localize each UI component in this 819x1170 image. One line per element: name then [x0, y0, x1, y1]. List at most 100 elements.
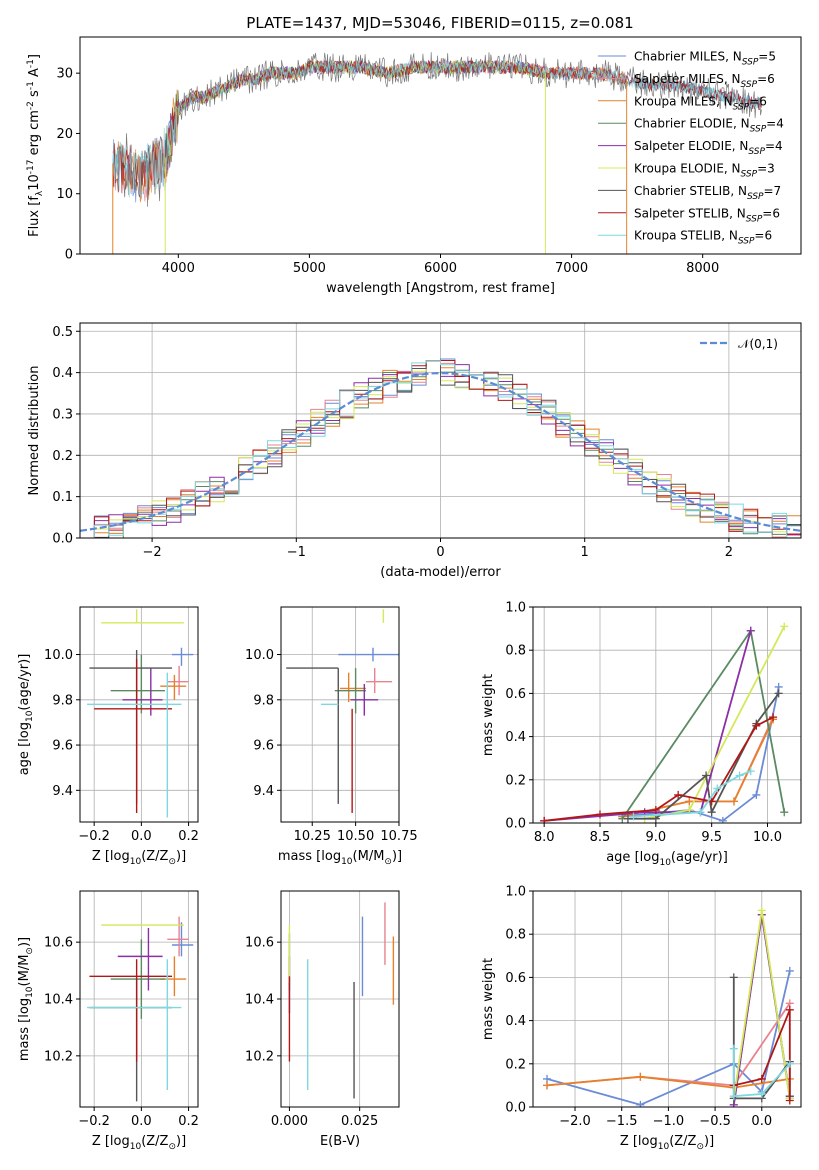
age_vs_mass-ytick-label: 9.6: [253, 739, 274, 754]
errorbar-point: [89, 959, 173, 1062]
errorbar-point: [87, 959, 182, 1090]
age_vs_Z-ytick-label: 9.6: [52, 739, 73, 754]
mass-weight-line: [733, 1009, 791, 1101]
spectrum-legend: Chabrier MILES, NSSP=5 Salpeter MILES, NS…: [598, 50, 784, 247]
mass_weight_vs_age-xtick-label: 9.0: [645, 830, 666, 845]
errorbar-point: [101, 609, 184, 624]
mass_weight_vs_age-xtick-label: 8.5: [590, 830, 611, 845]
mass_vs_Z-panel: −0.2 0.0 0.2 10.2 10.4 10.6: [44, 890, 199, 1129]
spectrum-ytick-label: 0: [65, 248, 73, 263]
mass_weight_vs_Z-ytick-label: 0.4: [505, 1014, 526, 1029]
mass_weight_vs_age-xlabel: age [log10(age/yr)]: [606, 850, 728, 868]
mass_vs_EBV-xtick-label: 0.000: [271, 1114, 308, 1129]
mass_vs_EBV-ytick-label: 10.6: [245, 936, 274, 951]
mass-weight-marker: [774, 689, 783, 698]
spectrum-xlabel: wavelength [Angstrom, rest frame]: [326, 281, 555, 296]
normal-curve: [80, 371, 801, 532]
residuals-frame: [79, 322, 802, 539]
spectrum-xtick-label: 4000: [162, 261, 195, 276]
age_vs_Z-xtick-label: 0.2: [178, 829, 199, 844]
residuals-ytick-label: 0.2: [52, 449, 73, 464]
errorbar-point: [160, 674, 187, 700]
mass_weight_vs_age-ytick-label: 0.8: [505, 644, 526, 659]
mass_weight_vs_Z-ytick-label: 0.2: [505, 1057, 526, 1072]
residuals-xtick-label: −2: [143, 545, 162, 560]
errorbar-point: [366, 668, 393, 693]
mass-weight-marker: [757, 1074, 766, 1083]
residuals-ytick-label: 0.4: [52, 366, 73, 381]
age_vs_mass-ytick-label: 9.4: [253, 784, 274, 799]
errorbar-point: [110, 939, 165, 1019]
mass_vs_Z-ytick-label: 10.2: [44, 1049, 73, 1064]
errorbar-point: [167, 665, 189, 696]
mass_weight_vs_age-ytick-label: 0.2: [505, 773, 526, 788]
legend-label: Chabrier ELODIE, NSSP=4: [634, 117, 784, 135]
mass_weight_vs_Z-frame: [532, 890, 802, 1108]
mass_weight_vs_Z-xtick-label: −1.0: [653, 1114, 685, 1129]
age_vs_Z-xtick-label: −0.2: [78, 829, 110, 844]
mass_vs_Z-ylabel: mass [log10(M/M⊙)]: [17, 937, 35, 1061]
mass_vs_EBV-xlabel: E(B-V): [320, 1134, 360, 1149]
residual-histogram: [80, 360, 801, 538]
errorbar-point: [334, 668, 367, 714]
mass_vs_Z-ytick-label: 10.4: [44, 993, 73, 1008]
mass-weight-marker: [735, 771, 744, 780]
mass-weight-marker: [785, 1005, 794, 1014]
mass-weight-marker: [674, 790, 683, 799]
errorbar-point: [350, 683, 379, 716]
mass-weight-marker: [780, 622, 789, 631]
spectrum-plot-area: [112, 52, 762, 254]
mass_weight_vs_age-panel: 8.0 8.5 9.0 9.5 10.0 0.0 0.2 0.4 0.6 0.8 1.0: [505, 601, 802, 845]
mass_weight_vs_Z-xtick-label: −0.5: [699, 1114, 731, 1129]
mass_weight_vs_Z-panel: −2.0 −1.5 −1.0 −0.5 0.0 0.0 0.2 0.4 0.6 0.8 1.0: [505, 885, 802, 1129]
mass-weight-marker: [543, 1081, 552, 1090]
age_vs_mass-ytick-label: 10.0: [245, 648, 274, 663]
model-spectrum: [112, 60, 762, 198]
mass_weight_vs_Z-xtick-label: 0.0: [751, 1114, 772, 1129]
errorbar-point: [167, 916, 189, 957]
mass_vs_Z-xlabel: Z [log10(Z/Z⊙)]: [92, 1134, 186, 1152]
mass_weight_vs_Z-xlabel: Z [log10(Z/Z⊙)]: [620, 1134, 714, 1152]
errorbar-point: [122, 668, 163, 716]
age_vs_mass-plot-area: [286, 609, 399, 813]
mass_weight_vs_Z-xtick-label: −1.5: [606, 1114, 638, 1129]
residuals-plot-area: [80, 358, 801, 538]
mass_weight_vs_age-xtick-label: 9.5: [701, 830, 722, 845]
mass_vs_EBV-ytick-label: 10.2: [245, 1049, 274, 1064]
mass-weight-marker: [746, 626, 755, 635]
legend-label: Chabrier STELIB, NSSP=7: [634, 184, 781, 202]
mass_weight_vs_Z-xtick-label: −2.0: [559, 1114, 591, 1129]
age_vs_Z-frame: [79, 606, 199, 823]
age_vs_Z-plot-area: [87, 609, 194, 818]
residuals-xtick-label: 2: [725, 545, 733, 560]
mass-weight-marker: [629, 812, 638, 821]
mass_weight_vs_age-xtick-label: 10.0: [753, 830, 782, 845]
mass-weight-marker: [785, 1059, 794, 1068]
mass_weight_vs_age-ytick-label: 1.0: [505, 601, 526, 616]
mass_weight_vs_age-ytick-label: 0.4: [505, 730, 526, 745]
age_vs_Z-ytick-label: 9.8: [52, 693, 73, 708]
mass_weight_vs_Z-plot-area: [543, 906, 794, 1107]
residuals-ytick-label: 0.5: [52, 325, 73, 340]
mass-weight-marker: [696, 808, 705, 817]
mass-weight-marker: [730, 797, 738, 806]
residuals-xtick-label: 0: [436, 545, 444, 560]
mass-weight-marker: [752, 790, 761, 799]
mass_vs_Z-ytick-label: 10.6: [44, 936, 73, 951]
mass-weight-marker: [729, 1044, 738, 1053]
mass-weight-marker: [596, 810, 604, 819]
mass_weight_vs_age-ytick-label: 0.0: [505, 817, 526, 832]
age_vs_mass-panel: 10.25 10.50 10.75 9.4 9.6 9.8 10.0: [245, 606, 418, 844]
age_vs_mass-xtick-label: 10.25: [294, 829, 331, 844]
mass_vs_Z-xtick-label: 0.2: [178, 1114, 199, 1129]
spectrum-xtick-label: 8000: [686, 261, 719, 276]
spectrum-xtick-label: 5000: [293, 261, 326, 276]
mass-weight-line: [627, 692, 780, 820]
mass-weight-marker: [636, 1072, 645, 1081]
mass_weight_vs_Z-ytick-label: 0.6: [505, 971, 526, 986]
mass-weight-marker: [729, 1092, 738, 1101]
age_vs_mass-xtick-label: 10.50: [337, 829, 374, 844]
residual-histogram: [80, 360, 801, 538]
mass-weight-line: [546, 1075, 790, 1089]
